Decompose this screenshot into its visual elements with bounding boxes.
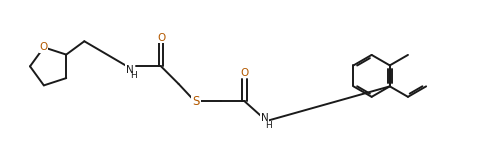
Text: N: N (126, 65, 134, 75)
Text: N: N (261, 113, 269, 123)
Text: S: S (192, 95, 200, 108)
Text: O: O (241, 68, 249, 78)
Text: O: O (157, 33, 165, 43)
Text: H: H (266, 121, 272, 130)
Text: O: O (40, 42, 48, 52)
Text: H: H (131, 71, 137, 80)
